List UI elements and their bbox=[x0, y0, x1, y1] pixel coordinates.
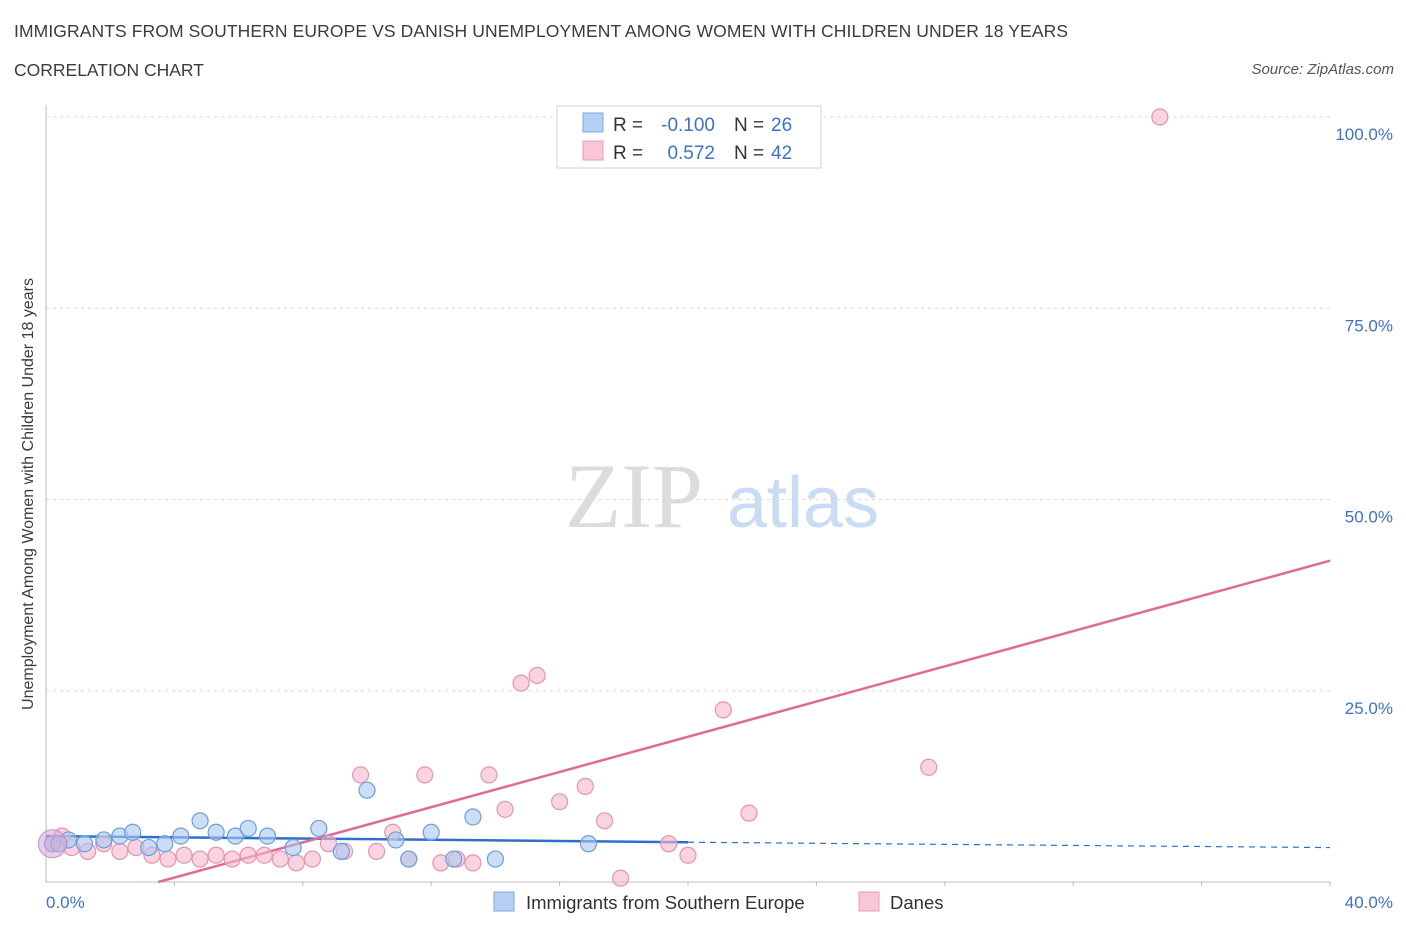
point-blue bbox=[358, 781, 376, 799]
gridlines bbox=[46, 116, 1330, 692]
point-pink bbox=[351, 766, 370, 784]
stats-r-value-blue: -0.100 bbox=[661, 115, 715, 136]
point-cluster bbox=[37, 829, 67, 859]
series-legend: Immigrants from Southern Europe Danes bbox=[493, 891, 943, 913]
point-blue bbox=[191, 812, 209, 830]
y-axis-label: Unemployment Among Women with Children U… bbox=[20, 278, 37, 710]
stats-n-value-blue: 26 bbox=[771, 115, 792, 136]
point-blue bbox=[239, 819, 257, 838]
trend-line-pink bbox=[158, 559, 1331, 884]
trend-line-blue-extension bbox=[687, 841, 1331, 849]
point-pink bbox=[550, 793, 569, 811]
point-pink bbox=[740, 804, 758, 822]
point-pink bbox=[239, 846, 257, 864]
data-points bbox=[37, 108, 1169, 887]
y-tick-label: 100.0% bbox=[1335, 125, 1393, 144]
point-blue bbox=[284, 838, 302, 857]
point-pink bbox=[287, 854, 305, 872]
y-tick-label: 25.0% bbox=[1345, 699, 1393, 718]
point-pink bbox=[595, 812, 614, 830]
point-blue bbox=[445, 850, 463, 868]
point-pink bbox=[223, 850, 241, 868]
point-blue bbox=[579, 835, 598, 853]
point-pink bbox=[303, 850, 322, 868]
point-blue bbox=[156, 835, 174, 853]
point-blue bbox=[140, 838, 158, 857]
point-pink bbox=[512, 674, 530, 692]
chart-subtitle: CORRELATION CHART bbox=[14, 60, 204, 80]
point-pink bbox=[416, 766, 434, 784]
point-blue bbox=[95, 831, 113, 849]
stats-r-label-pink: R = bbox=[613, 143, 643, 164]
stats-r-label-blue: R = bbox=[613, 115, 643, 136]
legend-swatch-pink bbox=[858, 891, 880, 912]
x-ticks bbox=[173, 882, 1331, 886]
point-pink bbox=[576, 777, 594, 795]
y-tick-label: 50.0% bbox=[1345, 508, 1393, 527]
chart-title: IMMIGRANTS FROM SOUTHERN EUROPE VS DANIS… bbox=[14, 21, 1069, 41]
stats-n-value-pink: 42 bbox=[771, 143, 792, 164]
point-pink bbox=[679, 846, 697, 864]
point-pink bbox=[611, 869, 630, 887]
source-attribution: Source: ZipAtlas.com bbox=[1251, 61, 1394, 78]
point-pink bbox=[207, 846, 225, 864]
point-pink bbox=[660, 835, 678, 853]
point-pink bbox=[714, 701, 732, 719]
point-pink bbox=[255, 846, 273, 864]
point-blue bbox=[400, 850, 418, 868]
point-pink bbox=[480, 766, 498, 784]
point-blue bbox=[332, 842, 350, 861]
x-tick-label-min: 0.0% bbox=[46, 893, 85, 912]
point-blue bbox=[258, 827, 277, 845]
point-pink bbox=[191, 850, 209, 868]
stats-swatch-blue bbox=[582, 112, 604, 133]
x-tick-label-max: 40.0% bbox=[1345, 893, 1393, 912]
stats-legend: R = -0.100 N = 26 R = 0.572 N = 42 bbox=[556, 105, 822, 169]
legend-label-blue: Immigrants from Southern Europe bbox=[526, 892, 805, 913]
point-pink bbox=[368, 842, 386, 861]
point-blue bbox=[310, 819, 328, 838]
point-blue bbox=[207, 823, 225, 841]
stats-n-label-blue: N = bbox=[734, 115, 764, 136]
stats-swatch-pink bbox=[582, 140, 604, 161]
point-pink bbox=[496, 800, 514, 818]
point-pink bbox=[319, 835, 338, 853]
point-pink bbox=[464, 854, 482, 872]
watermark-zip: ZIP bbox=[565, 445, 703, 547]
point-blue bbox=[75, 835, 94, 853]
point-pink bbox=[271, 850, 289, 868]
stats-r-value-pink: 0.572 bbox=[667, 143, 715, 164]
point-blue bbox=[124, 823, 142, 841]
point-blue bbox=[486, 850, 504, 868]
y-tick-labels: 25.0% 50.0% 75.0% 100.0% bbox=[1335, 125, 1393, 718]
point-pink bbox=[920, 758, 938, 776]
point-blue bbox=[226, 827, 244, 845]
point-pink bbox=[1151, 108, 1169, 126]
point-pink bbox=[111, 842, 129, 861]
point-pink bbox=[159, 850, 177, 868]
y-tick-label: 75.0% bbox=[1345, 316, 1393, 335]
point-pink bbox=[175, 846, 193, 864]
point-blue bbox=[172, 827, 190, 845]
stats-n-label-pink: N = bbox=[734, 143, 764, 164]
legend-label-pink: Danes bbox=[890, 892, 943, 913]
point-blue bbox=[422, 823, 440, 841]
watermark-atlas: atlas bbox=[727, 463, 879, 543]
point-blue bbox=[464, 808, 482, 826]
point-blue bbox=[387, 831, 405, 849]
point-pink bbox=[528, 666, 546, 685]
legend-swatch-blue bbox=[493, 891, 515, 912]
